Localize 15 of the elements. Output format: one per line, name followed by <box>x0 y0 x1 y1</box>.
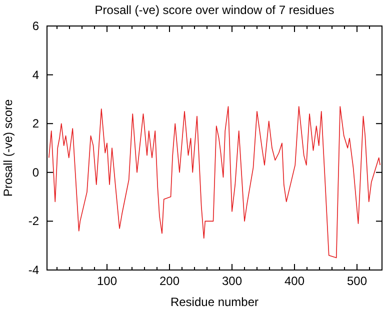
x-tick-label: 400 <box>284 274 305 288</box>
x-axis-title: Residue number <box>170 295 259 309</box>
line-series <box>48 106 381 258</box>
x-tick-label: 500 <box>346 274 368 288</box>
y-axis-title: Prosall (-ve) score <box>1 99 15 197</box>
x-tick-label: 200 <box>159 274 180 288</box>
y-tick-label: -2 <box>28 214 40 228</box>
y-tick-label: 2 <box>32 116 40 131</box>
chart-title: Prosall (-ve) score over window of 7 residues <box>94 3 334 17</box>
y-tick-label: 0 <box>32 165 40 180</box>
x-tick-label: 100 <box>96 274 118 288</box>
y-tick-label: -4 <box>28 263 40 277</box>
y-tick-label: 4 <box>32 68 40 82</box>
y-tick-label: 6 <box>32 19 40 33</box>
x-tick-label: 300 <box>222 274 242 288</box>
